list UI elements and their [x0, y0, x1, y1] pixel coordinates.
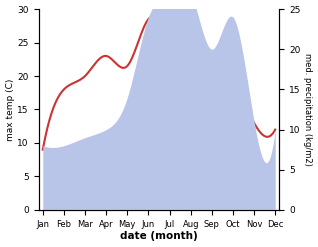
Y-axis label: med. precipitation (kg/m2): med. precipitation (kg/m2): [303, 53, 313, 166]
X-axis label: date (month): date (month): [120, 231, 198, 242]
Y-axis label: max temp (C): max temp (C): [5, 78, 15, 141]
